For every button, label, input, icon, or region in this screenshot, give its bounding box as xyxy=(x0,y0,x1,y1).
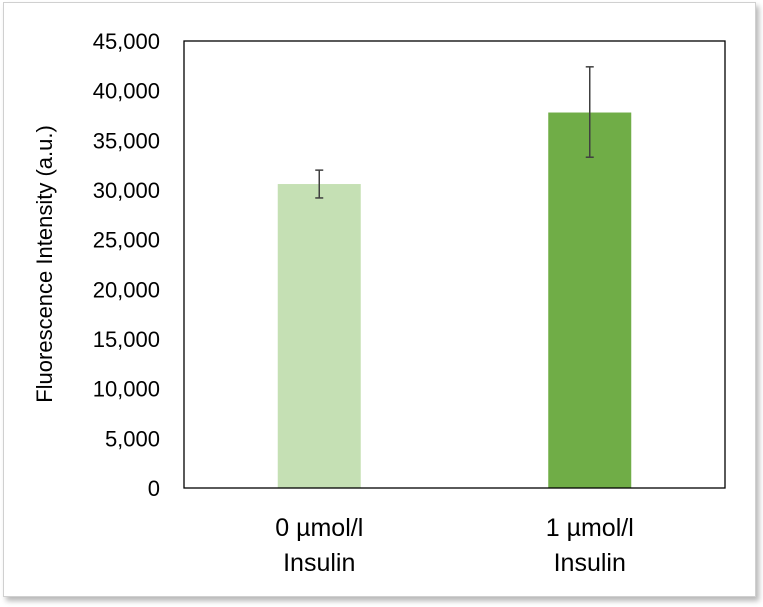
bar-1 xyxy=(548,112,632,489)
y-axis-tick-labels: 0 5,000 10,000 15,000 20,000 25,000 30,000 35,0… xyxy=(93,29,160,501)
y-tick-label: 10,000 xyxy=(93,377,160,402)
plot-area xyxy=(183,40,726,489)
y-tick-label: 20,000 xyxy=(93,277,160,302)
x-category-label: Insulin xyxy=(283,549,355,577)
x-axis-category-labels: 0 µmol/l Insulin 1 µmol/l Insulin xyxy=(275,514,634,577)
bar-0 xyxy=(277,184,361,489)
error-bar-1 xyxy=(585,66,594,158)
bars-layer xyxy=(277,112,632,489)
y-tick-label: 30,000 xyxy=(93,178,160,203)
y-tick-label: 0 xyxy=(148,476,160,501)
y-tick-label: 35,000 xyxy=(93,128,160,153)
error-bar-0 xyxy=(315,169,324,199)
y-tick-label: 45,000 xyxy=(93,29,160,54)
y-tick-label: 25,000 xyxy=(93,228,160,253)
x-category-label: Insulin xyxy=(554,549,626,577)
x-category-label: 0 µmol/l xyxy=(275,514,363,542)
y-tick-label: 5,000 xyxy=(105,426,160,451)
y-axis-title: Fluorescence Intensity (a.u.) xyxy=(32,125,57,403)
y-tick-label: 40,000 xyxy=(93,79,160,104)
y-tick-label: 15,000 xyxy=(93,327,160,352)
x-category-label: 1 µmol/l xyxy=(546,514,634,542)
error-bars-layer xyxy=(315,66,594,199)
